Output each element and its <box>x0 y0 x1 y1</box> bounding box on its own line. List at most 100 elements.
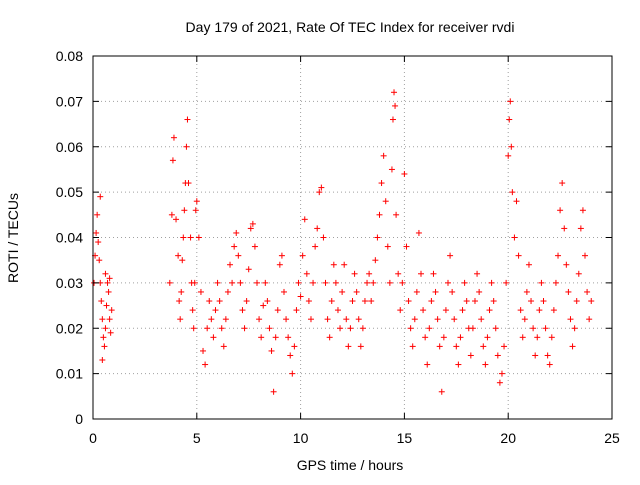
data-point <box>95 239 102 246</box>
x-tick-label: 20 <box>500 430 516 446</box>
data-point <box>192 207 199 214</box>
data-point <box>107 329 114 336</box>
data-point <box>93 229 100 236</box>
x-tick-label: 5 <box>193 430 201 446</box>
data-point <box>303 270 310 277</box>
data-point <box>197 288 204 295</box>
data-point <box>366 270 373 277</box>
data-point <box>424 361 431 368</box>
data-point <box>426 325 433 332</box>
data-point <box>212 307 219 314</box>
data-point <box>351 270 358 277</box>
data-point <box>268 347 275 354</box>
data-point <box>235 252 242 259</box>
data-point <box>455 361 462 368</box>
data-point <box>563 261 570 268</box>
data-point <box>501 343 508 350</box>
data-point <box>393 211 400 218</box>
data-point <box>258 334 265 341</box>
data-point <box>191 279 198 286</box>
grid-layer <box>93 56 612 419</box>
data-point <box>262 279 269 286</box>
data-point <box>345 343 352 350</box>
data-point <box>274 307 281 314</box>
data-point <box>395 270 402 277</box>
data-point <box>588 298 595 305</box>
data-point <box>293 307 300 314</box>
data-point <box>177 316 184 323</box>
data-point <box>180 234 187 241</box>
data-point <box>525 261 532 268</box>
chart-title: Day 179 of 2021, Rate Of TEC Index for r… <box>186 19 515 35</box>
data-point <box>376 211 383 218</box>
data-point <box>237 279 244 286</box>
data-point <box>389 116 396 123</box>
data-point <box>200 347 207 354</box>
data-point <box>184 116 191 123</box>
data-point <box>409 343 416 350</box>
data-point <box>272 334 279 341</box>
data-point <box>254 279 261 286</box>
data-point <box>484 334 491 341</box>
data-point <box>557 207 564 214</box>
data-point <box>183 143 190 150</box>
data-point <box>397 307 404 314</box>
data-point <box>256 316 263 323</box>
y-tick-label: 0 <box>75 411 83 427</box>
data-point <box>550 307 557 314</box>
data-point <box>490 298 497 305</box>
data-point <box>185 180 192 187</box>
data-point <box>536 307 543 314</box>
y-tick-label: 0.06 <box>56 139 83 155</box>
data-point <box>168 211 175 218</box>
data-point <box>97 193 104 200</box>
data-point <box>567 316 574 323</box>
data-point <box>307 316 314 323</box>
data-point <box>278 252 285 259</box>
data-point <box>544 352 551 359</box>
data-point <box>190 325 197 332</box>
data-point <box>388 166 395 173</box>
data-point <box>222 316 229 323</box>
data-point <box>523 288 530 295</box>
data-point <box>103 302 110 309</box>
data-point <box>403 243 410 250</box>
data-point <box>99 316 106 323</box>
data-point <box>328 298 335 305</box>
data-point <box>283 316 290 323</box>
data-point <box>374 234 381 241</box>
data-point <box>467 352 474 359</box>
data-point <box>378 180 385 187</box>
data-point <box>380 152 387 159</box>
data-point <box>339 288 346 295</box>
data-point <box>561 225 568 232</box>
data-point <box>337 325 344 332</box>
data-point <box>266 325 273 332</box>
data-point <box>436 343 443 350</box>
data-point <box>492 325 499 332</box>
data-point <box>506 116 513 123</box>
data-point <box>99 357 106 364</box>
data-point <box>98 298 105 305</box>
data-point <box>494 352 501 359</box>
x-tick-label: 25 <box>604 430 620 446</box>
data-point <box>101 343 108 350</box>
data-point <box>187 234 194 241</box>
data-point <box>216 298 223 305</box>
data-point <box>270 388 277 395</box>
data-point <box>305 298 312 305</box>
data-point <box>449 288 456 295</box>
data-point <box>432 288 439 295</box>
data-point <box>214 279 221 286</box>
data-point <box>418 270 425 277</box>
data-point <box>239 307 246 314</box>
data-point <box>517 307 524 314</box>
data-point <box>575 270 582 277</box>
data-point <box>233 229 240 236</box>
data-point <box>179 257 186 264</box>
data-point <box>413 288 420 295</box>
data-point <box>245 266 252 273</box>
data-point <box>434 316 441 323</box>
data-point <box>586 316 593 323</box>
data-point <box>343 316 350 323</box>
